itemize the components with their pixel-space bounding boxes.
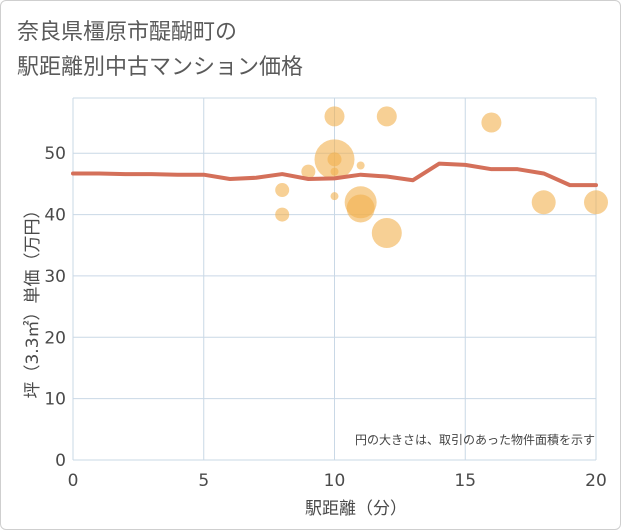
bubble-point <box>330 167 339 176</box>
average-line-group <box>71 161 598 188</box>
x-tick-label: 15 <box>454 471 476 491</box>
y-axis-label: 坪（3.3㎡）単価（万円） <box>23 201 43 398</box>
size-note: 円の大きさは、取引のあった物件面積を示す <box>355 432 595 447</box>
y-tick-label: 20 <box>44 328 66 348</box>
bubble-point <box>481 112 502 133</box>
y-tick-label: 0 <box>55 451 66 471</box>
bubble-point <box>584 190 608 215</box>
chart-title-line-2: 駅距離別中古マンション価格 <box>17 55 304 80</box>
x-tick-label: 0 <box>68 471 79 491</box>
bubble-point <box>371 217 402 248</box>
y-tick-label: 40 <box>44 206 66 226</box>
y-tick-label: 10 <box>44 390 66 410</box>
bubble-point <box>275 183 290 198</box>
bubble-point <box>324 106 345 127</box>
bubble-point <box>327 152 342 167</box>
chart-title-line-1: 奈良県橿原市醍醐町の <box>17 20 238 45</box>
bubble-series <box>275 106 608 248</box>
bubble-point <box>531 190 556 215</box>
chart-title: 奈良県橿原市醍醐町の 駅距離別中古マンション価格 <box>17 15 497 85</box>
x-tick-label: 10 <box>324 471 346 491</box>
average-price-line <box>71 161 598 188</box>
y-tick-label: 30 <box>44 267 66 287</box>
x-axis-label: 駅距離（分） <box>305 499 407 519</box>
bubble-point <box>376 106 397 127</box>
bubble-point <box>275 207 290 222</box>
bubble-point <box>330 192 339 201</box>
bubble-point <box>356 161 365 170</box>
x-tick-label: 5 <box>198 471 209 491</box>
bubble-point <box>346 194 375 223</box>
y-tick-label: 50 <box>44 144 66 164</box>
x-tick-label: 20 <box>585 471 607 491</box>
bubble-point <box>301 164 316 179</box>
axis-ticks: 0 5 10 15 20 0 10 20 30 40 50 <box>44 144 606 491</box>
